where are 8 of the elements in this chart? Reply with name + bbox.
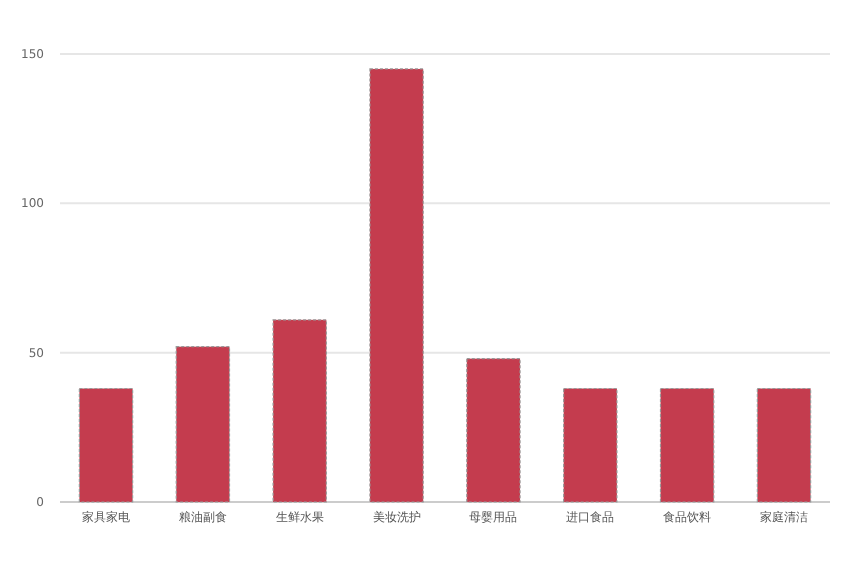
bar bbox=[272, 319, 327, 503]
bar bbox=[563, 387, 618, 503]
bar bbox=[369, 68, 424, 503]
bar bbox=[659, 387, 715, 503]
bar bbox=[756, 387, 812, 503]
bar bbox=[175, 346, 231, 503]
bar bbox=[78, 387, 134, 503]
bar bbox=[466, 358, 521, 503]
